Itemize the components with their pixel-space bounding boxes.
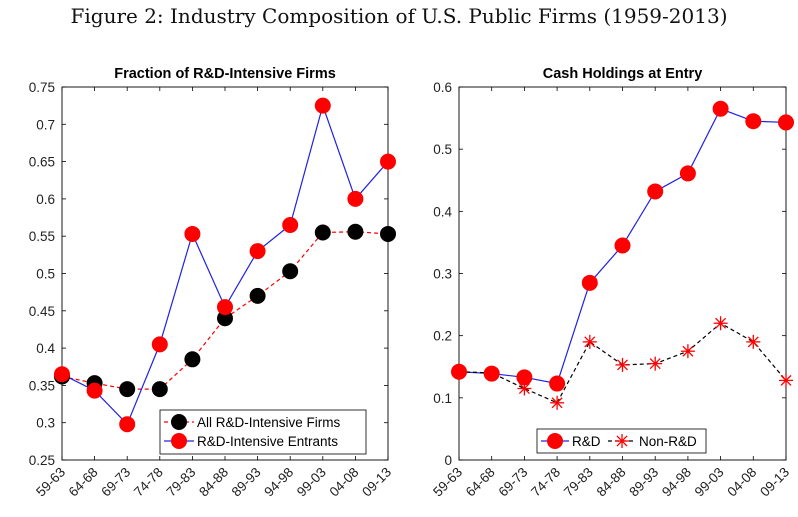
chart-panel-2: Cash Holdings at Entry 0 0.1 0.2 0.3 0.4 0.5 0.… <box>430 66 794 500</box>
data-point-s1 <box>745 113 762 130</box>
legend: All R&D-Intensive Firms R&D-Intensive Ent… <box>159 409 367 455</box>
series-line-1 <box>61 231 389 390</box>
y-tick-label: 0.65 <box>29 155 55 170</box>
data-point-s2 <box>779 373 793 388</box>
y-tick-label: 0.4 <box>433 204 452 219</box>
legend-label: Non-R&D <box>639 434 697 449</box>
x-tick-label: 69-73 <box>495 465 530 500</box>
plot-frame <box>61 86 389 461</box>
data-point-s2 <box>615 357 630 372</box>
y-tick-label: 0.1 <box>433 391 452 406</box>
chart-panel-1: Fraction of R&D-Intensive Firms 0.25 0.3 0.… <box>29 66 396 500</box>
y-tick-label: 0.3 <box>433 267 452 282</box>
data-point-s2 <box>746 334 761 349</box>
y-tick-label: 0.5 <box>36 267 55 282</box>
x-tick-label: 99-03 <box>692 465 727 500</box>
x-tick-label: 04-08 <box>724 465 759 500</box>
chart-title: Cash Holdings at Entry <box>543 66 703 82</box>
x-tick-label: 84-88 <box>196 465 231 500</box>
legend-label: R&D <box>572 434 601 449</box>
x-tick-label: 89-93 <box>626 465 661 500</box>
data-point-s2 <box>484 365 499 380</box>
data-point-s2 <box>282 217 299 234</box>
y-tick-label: 0.3 <box>36 416 55 431</box>
data-point-s2 <box>582 334 597 349</box>
data-point-s1 <box>119 381 136 398</box>
legend-marker <box>171 414 187 430</box>
data-point-s1 <box>282 263 299 280</box>
plot-frame <box>458 86 787 461</box>
x-tick-label: 84-88 <box>594 465 629 500</box>
y-tick-label: 0.5 <box>433 142 452 157</box>
data-point-s2 <box>54 366 70 383</box>
data-point-s1 <box>184 351 201 368</box>
legend-label: All R&D-Intensive Firms <box>197 415 341 430</box>
data-point-s1 <box>151 381 168 398</box>
legend: R&D Non-R&D <box>536 428 707 454</box>
x-tick-label: 74-78 <box>528 465 563 500</box>
data-point-s1 <box>314 224 331 241</box>
x-tick-label: 79-83 <box>561 465 596 500</box>
chart-title: Fraction of R&D-Intensive Firms <box>114 66 336 82</box>
x-tick-label: 69-73 <box>98 465 133 500</box>
y-tick-label: 0.75 <box>29 80 55 95</box>
x-tick-label: 94-98 <box>659 465 694 500</box>
x-tick-label: 89-93 <box>229 465 264 500</box>
x-tick-label: 94-98 <box>261 465 296 500</box>
data-point-s2 <box>151 336 168 353</box>
series-line-2 <box>61 103 389 426</box>
x-tick-label: 04-08 <box>326 465 361 500</box>
data-point-s2 <box>713 316 728 331</box>
figure-title: Figure 2: Industry Composition of U.S. P… <box>70 4 728 28</box>
x-tick-label: 59-63 <box>430 465 465 500</box>
data-point-s2 <box>452 364 466 379</box>
y-tick-label: 0.45 <box>29 304 55 319</box>
y-tick-label: 0.55 <box>29 229 55 244</box>
x-tick-label: 09-13 <box>757 465 792 500</box>
data-point-s2 <box>86 382 103 399</box>
data-point-s1 <box>380 225 396 242</box>
data-point-s1 <box>679 165 696 182</box>
data-point-s1 <box>778 114 794 131</box>
data-point-s1 <box>647 183 664 200</box>
data-point-s1 <box>549 375 566 392</box>
data-point-s1 <box>712 100 729 117</box>
data-point-s2 <box>680 344 695 359</box>
legend-box <box>159 409 367 455</box>
y-tick-label: 0.4 <box>36 341 55 356</box>
y-tick-label: 0.2 <box>433 329 452 344</box>
data-point-s2 <box>217 299 233 316</box>
data-point-s2 <box>380 153 396 170</box>
data-point-s2 <box>314 97 331 114</box>
data-point-s2 <box>184 225 201 242</box>
legend-marker <box>615 434 629 448</box>
x-tick-label: 09-13 <box>359 465 394 500</box>
y-tick-label: 0.6 <box>433 80 452 95</box>
x-tick-label: 64-68 <box>66 465 101 500</box>
legend-marker <box>171 433 187 449</box>
data-point-s2 <box>550 395 565 410</box>
data-point-s2 <box>347 190 364 207</box>
y-tick-label: 0.35 <box>29 378 55 393</box>
data-point-s2 <box>119 416 136 433</box>
x-tick-label: 79-83 <box>163 465 198 500</box>
x-tick-label: 64-68 <box>463 465 498 500</box>
data-point-s1 <box>614 237 631 254</box>
y-tick-label: 0.25 <box>29 453 55 468</box>
data-point-s2 <box>517 381 532 396</box>
x-tick-label: 99-03 <box>294 465 329 500</box>
data-point-s1 <box>249 287 266 304</box>
legend-marker <box>547 433 563 449</box>
data-point-s2 <box>648 356 663 371</box>
x-tick-label: 59-63 <box>33 465 68 500</box>
x-tick-label: 74-78 <box>131 465 166 500</box>
y-tick-label: 0.7 <box>36 117 55 132</box>
data-point-s2 <box>249 243 266 260</box>
y-tick-label: 0.6 <box>36 192 55 207</box>
y-tick-label: 0 <box>444 453 452 468</box>
data-point-s1 <box>581 274 598 291</box>
legend-label: R&D-Intensive Entrants <box>197 434 338 449</box>
data-point-s1 <box>347 223 364 240</box>
